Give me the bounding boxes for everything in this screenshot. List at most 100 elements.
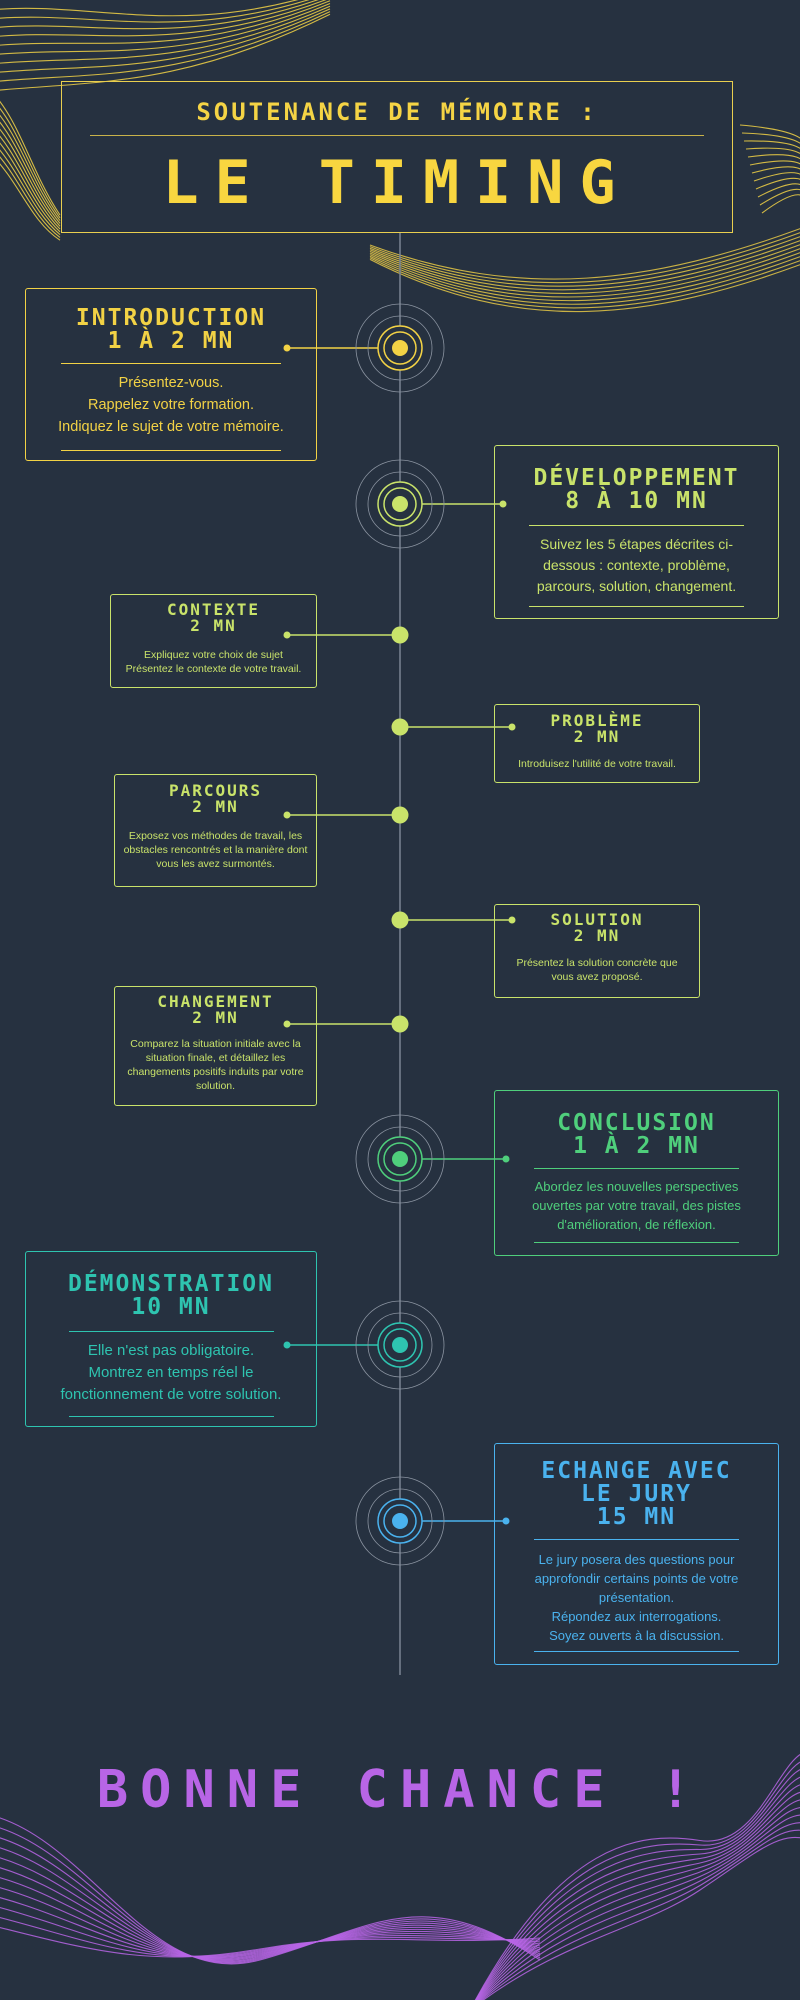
page-title: LE TIMING (162, 148, 632, 218)
step-divider (529, 525, 744, 526)
step-title: PARCOURS (168, 781, 263, 800)
step-text: Expliquez votre choix de sujet Présentez… (125, 649, 302, 675)
step-title: DÉVELOPPEMENT (533, 465, 740, 491)
connector-dot (508, 916, 516, 924)
node-ring-core (383, 1142, 417, 1176)
wave-line (753, 172, 800, 182)
wave-line (369, 255, 800, 305)
wave-line (745, 147, 800, 155)
wave-line (475, 1776, 800, 2000)
wave-line (0, 13, 331, 91)
wave-line (0, 0, 310, 23)
wave-line (759, 188, 800, 206)
wave-line (755, 177, 800, 190)
step-text: Présentez-vous. Rappelez votre formation… (58, 375, 284, 435)
wave-line (0, 1887, 541, 1959)
step-text: Suivez les 5 étapes décrites ci-dessous … (536, 536, 737, 594)
wave-line (761, 194, 800, 214)
wave-line (0, 149, 61, 236)
header-divider (90, 135, 704, 136)
footer-message: BONNE CHANCE ! (96, 1760, 704, 1820)
wave-line (0, 11, 331, 82)
wave-line (0, 1867, 541, 1960)
step-duration: 10 MN (131, 1294, 211, 1320)
wave-line (0, 1857, 541, 1961)
wave-line (0, 142, 61, 233)
node-ring-outer (355, 459, 445, 549)
node-ring-core (383, 1328, 417, 1362)
wave-line (475, 1761, 800, 2000)
wave-line (0, 135, 61, 230)
wave-line (0, 1907, 541, 1958)
step-title: ECHANGE AVEC LE JURY (541, 1458, 732, 1507)
connector-dot (499, 500, 507, 508)
wave-line (369, 258, 800, 313)
step-card-changement: CHANGEMENT 2 MN Comparez la situation in… (114, 986, 317, 1106)
step-text: Introduisez l'utilité de votre travail. (518, 758, 676, 770)
step-duration: 2 MN (190, 616, 237, 635)
wave-line (0, 0, 319, 30)
wave-line (0, 2, 331, 55)
wave-line (369, 228, 800, 280)
wave-line (0, 0, 331, 46)
wave-line (743, 140, 800, 150)
step-text: Comparez la situation initiale avec la s… (127, 1038, 304, 1092)
step-card-probleme: PROBLÈME 2 MN Introduisez l'utilité de v… (494, 704, 700, 783)
step-title: CONCLUSION (557, 1110, 716, 1136)
node-dot (392, 1151, 408, 1167)
wave-line (0, 121, 61, 224)
wave-line (475, 1769, 800, 2000)
node-dot (392, 496, 408, 512)
header-subtitle: SOUTENANCE DE MÉMOIRE : (196, 98, 598, 126)
node-ring-middle (367, 1126, 433, 1192)
wave-line (0, 1817, 541, 1965)
node-ring-middle (367, 315, 433, 381)
connector-dot (508, 723, 516, 731)
step-card-parcours: PARCOURS 2 MN Exposez vos méthodes de tr… (114, 774, 317, 887)
step-duration: 2 MN (192, 1008, 239, 1027)
wave-line (0, 163, 61, 241)
node-dot (391, 911, 409, 929)
connector-dot (502, 1517, 510, 1525)
wave-line (474, 1754, 800, 2000)
wave-line (478, 1814, 800, 2000)
step-title: CONTEXTE (166, 600, 261, 619)
wave-line (0, 5, 331, 64)
step-title: DÉMONSTRATION (67, 1271, 274, 1297)
step-divider (61, 363, 281, 364)
step-card-solution: SOLUTION 2 MN Présentez la solution conc… (494, 904, 700, 998)
wave-line (0, 1926, 541, 1958)
wave-line (476, 1791, 800, 2000)
step-card-contexte: CONTEXTE 2 MN Expliquez votre choix de s… (110, 594, 317, 688)
step-title: PROBLÈME (550, 711, 644, 730)
wave-line (477, 1799, 800, 2000)
step-card-conclusion: CONCLUSION 1 À 2 MN Abordez les nouvelle… (494, 1090, 779, 1256)
step-card-introduction: INTRODUCTION 1 À 2 MN Présentez-vous. Ra… (25, 288, 317, 461)
wave-line (369, 252, 800, 302)
step-duration: 1 À 2 MN (107, 328, 235, 354)
wave-line (476, 1784, 800, 2000)
step-divider (534, 1651, 739, 1652)
node-dot (391, 1015, 409, 1033)
node-ring-outer (355, 1476, 445, 1566)
wave-line (369, 257, 800, 309)
wave-line (739, 124, 800, 139)
node-ring-middle (367, 1488, 433, 1554)
wave-line (0, 1917, 541, 1958)
step-card-demonstration: DÉMONSTRATION 10 MN Elle n'est pas oblig… (25, 1251, 317, 1427)
node-ring-core (383, 331, 417, 365)
wave-line (757, 183, 800, 198)
step-divider (534, 1539, 739, 1540)
step-duration: 2 MN (573, 727, 621, 746)
wave-line (0, 128, 61, 227)
node-ring-core (383, 487, 417, 521)
connector-dot (283, 811, 291, 819)
step-duration: 1 À 2 MN (573, 1133, 700, 1159)
wave-line (369, 232, 800, 284)
wave-line (478, 1807, 800, 2000)
step-title: CHANGEMENT (157, 992, 274, 1011)
connector-dot (283, 1341, 291, 1349)
step-text: Exposez vos méthodes de travail, les obs… (123, 830, 308, 870)
